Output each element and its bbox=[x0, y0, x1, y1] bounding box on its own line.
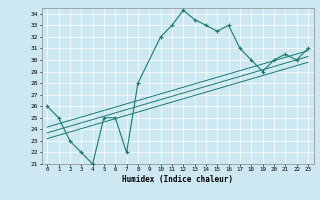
X-axis label: Humidex (Indice chaleur): Humidex (Indice chaleur) bbox=[122, 175, 233, 184]
